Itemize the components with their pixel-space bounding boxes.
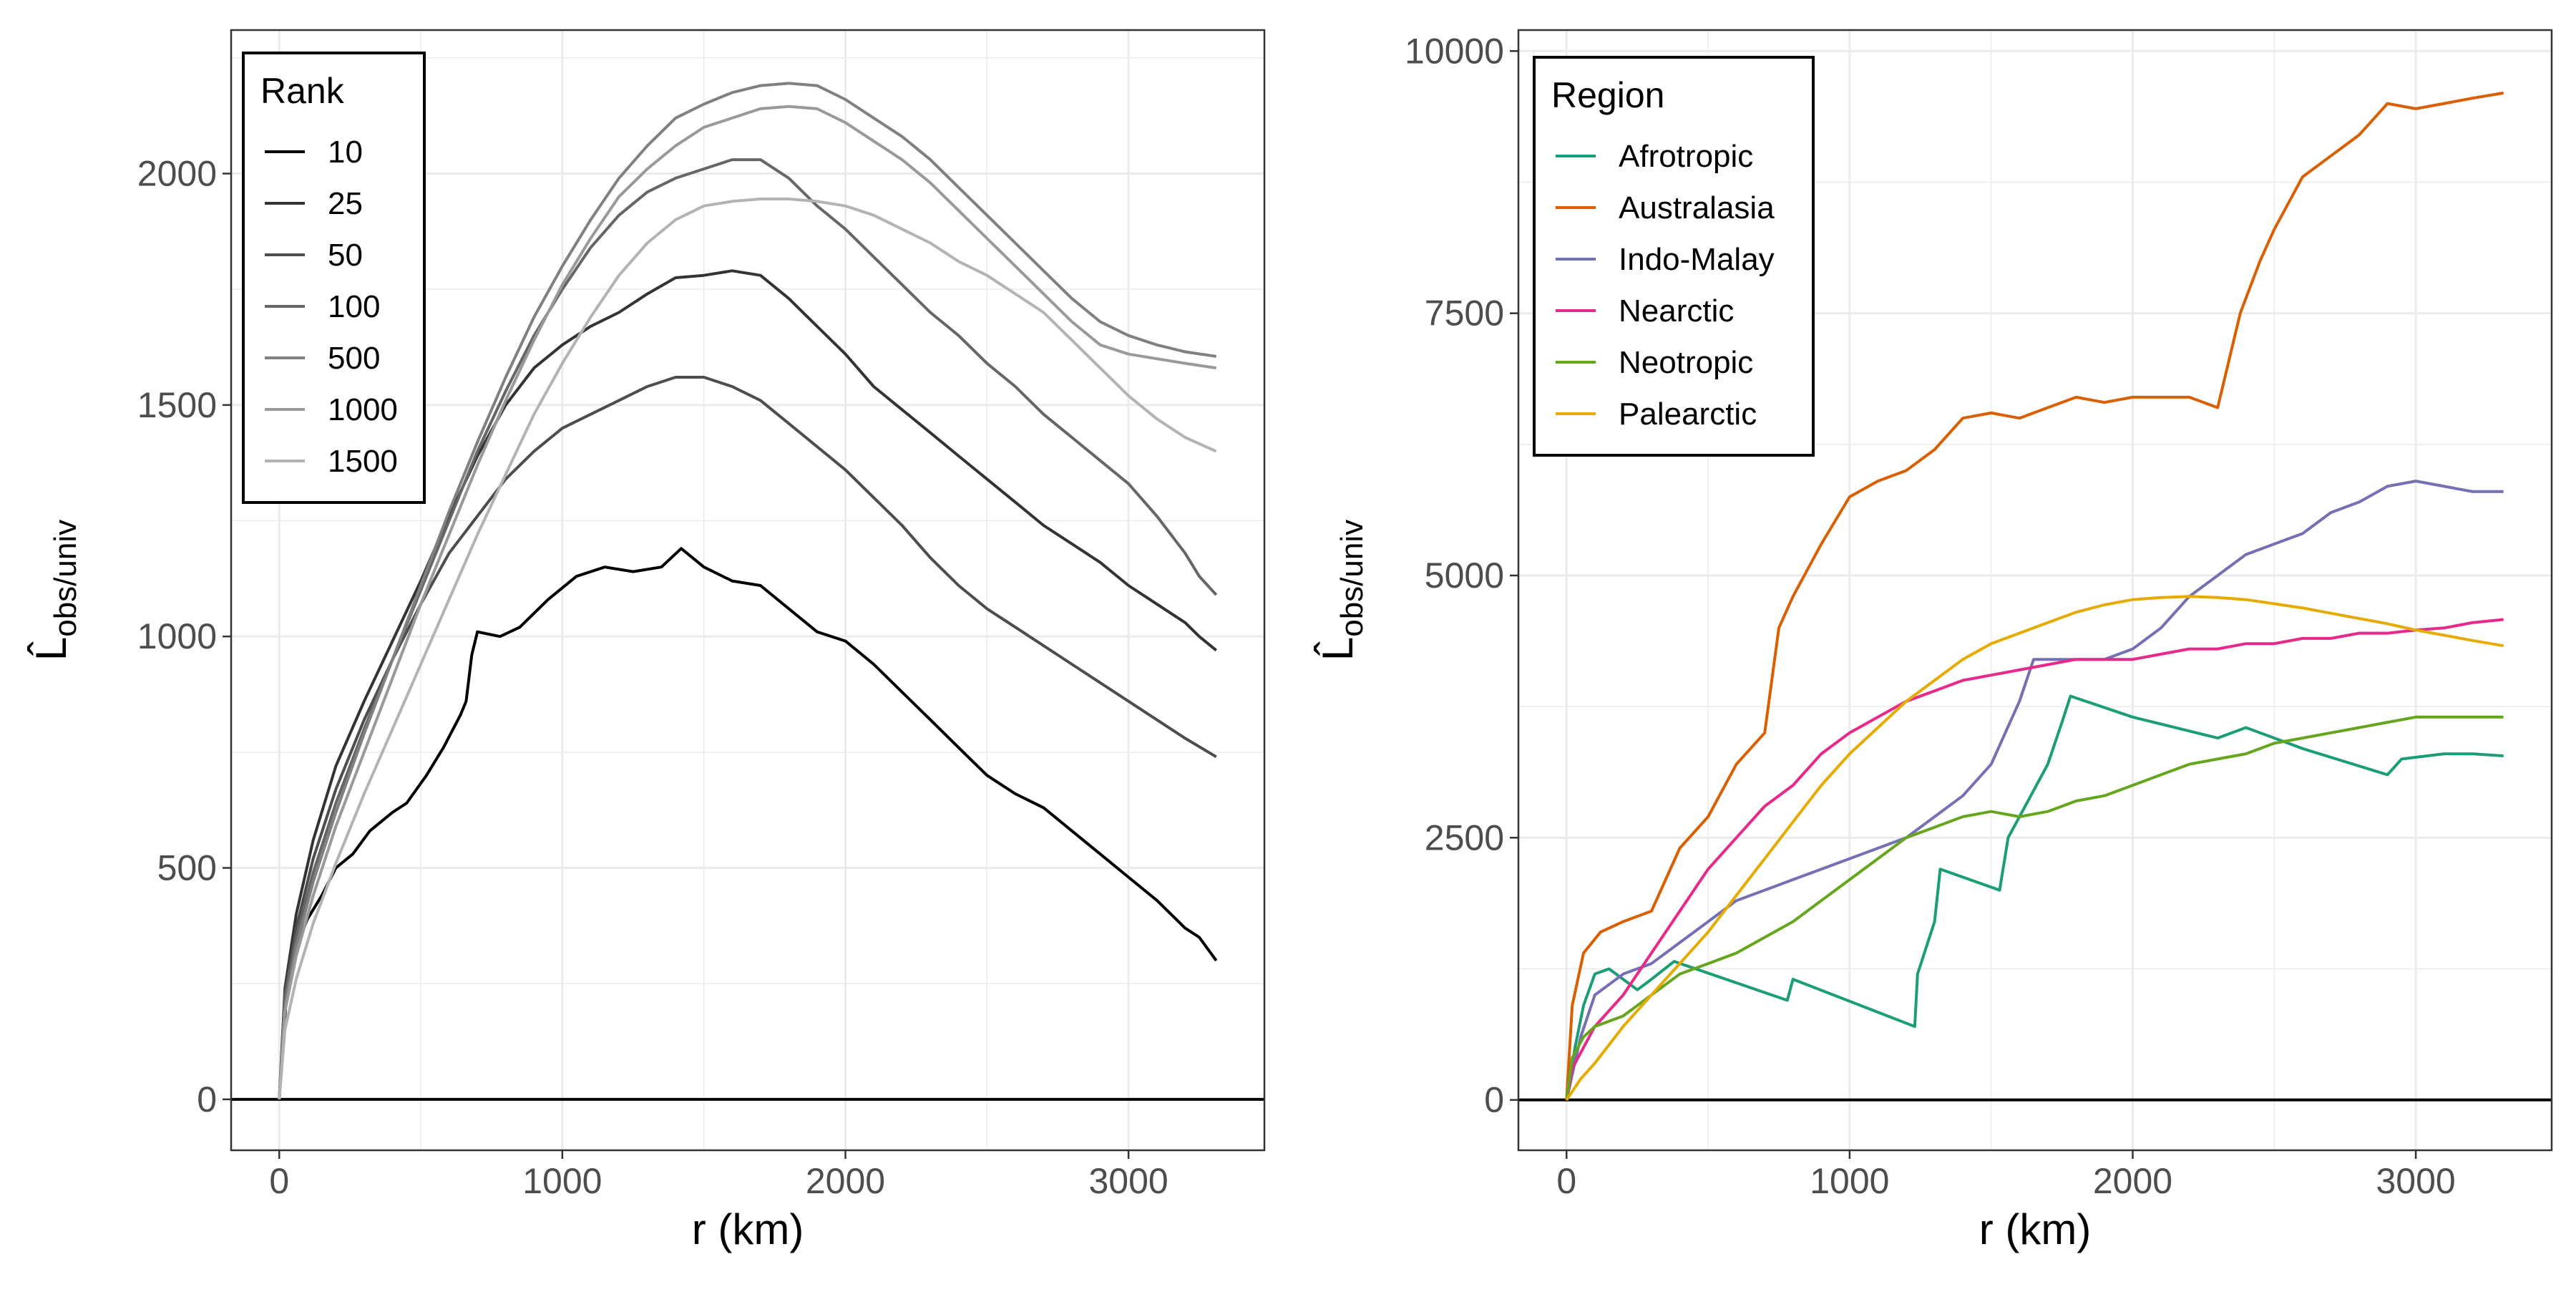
legend-label: 500 — [328, 341, 380, 376]
legend-label: 10 — [328, 135, 363, 170]
legend-label: 1000 — [328, 392, 398, 427]
series-line-afrotropic — [1565, 694, 2504, 1101]
x-tick-label: 3000 — [2376, 1161, 2455, 1201]
x-axis-title: r (km) — [1979, 1205, 2092, 1253]
legend-label: Australasia — [1619, 190, 1775, 225]
y-axis-title: L̂obs/univ — [1314, 520, 1370, 661]
x-tick-label: 0 — [1556, 1161, 1576, 1201]
x-axis-title: r (km) — [692, 1205, 804, 1253]
y-tick-label: 0 — [1484, 1080, 1504, 1120]
legend-label: 1500 — [328, 444, 398, 479]
legend-label: 100 — [328, 289, 380, 324]
series-line-1000 — [278, 105, 1216, 1100]
y-tick-label: 500 — [157, 848, 217, 888]
y-tick-label: 5000 — [1425, 555, 1504, 596]
x-tick-label: 1000 — [1810, 1161, 1889, 1201]
x-tick-label: 2000 — [2093, 1161, 2172, 1201]
y-tick-label: 0 — [197, 1079, 217, 1119]
legend-title: Region — [1551, 75, 1664, 115]
x-tick-label: 3000 — [1088, 1161, 1168, 1201]
series-line-10 — [278, 547, 1218, 1100]
legend-label: Palearctic — [1619, 397, 1757, 432]
y-tick-label: 7500 — [1425, 293, 1504, 334]
y-tick-label: 1000 — [137, 616, 217, 656]
series-line-indo-malay — [1565, 480, 2504, 1101]
plot-border — [230, 29, 1266, 1152]
y-axis-title: L̂obs/univ — [27, 520, 83, 661]
y-axis-subscript: obs/univ — [48, 520, 83, 637]
series-line-neotropic — [1565, 715, 2504, 1100]
series-line-nearctic — [1565, 618, 2504, 1101]
series-line-500 — [278, 82, 1216, 1100]
legend-label: Indo-Malay — [1619, 242, 1775, 277]
y-tick-label: 1500 — [137, 385, 217, 425]
legend-title: Rank — [260, 71, 345, 111]
x-tick-label: 0 — [269, 1161, 289, 1201]
y-axis-subscript: obs/univ — [1335, 520, 1370, 637]
legend-box — [1533, 56, 1815, 457]
legend-label: Nearctic — [1619, 293, 1734, 329]
x-tick-label: 2000 — [806, 1161, 885, 1201]
plot-border — [1517, 29, 2553, 1152]
x-tick-label: 1000 — [522, 1161, 602, 1201]
legend-label: 25 — [328, 186, 363, 221]
series-line-australasia — [1565, 91, 2504, 1100]
y-tick-label: 2000 — [137, 153, 217, 193]
y-tick-label: 2500 — [1425, 817, 1504, 858]
legend: Region Afrotropic Australasia Indo-Malay Nea… — [1533, 56, 1815, 457]
legend-label: 50 — [328, 238, 363, 273]
series-line-palearctic — [1565, 595, 2504, 1101]
legend: Rank 10 25 50 100 500 1000 1500 — [242, 52, 426, 504]
series-line-25 — [278, 269, 1217, 1100]
legend-label: Afrotropic — [1619, 139, 1753, 174]
series-line-1500 — [278, 198, 1217, 1100]
legend-box — [242, 52, 426, 504]
legend-label: Neotropic — [1619, 345, 1753, 380]
panel-region: 0 1000 2000 3000 0 2500 5000 7500 10000 r (km) L̂o… — [1314, 29, 2553, 1253]
y-tick-label: 10000 — [1405, 31, 1504, 71]
